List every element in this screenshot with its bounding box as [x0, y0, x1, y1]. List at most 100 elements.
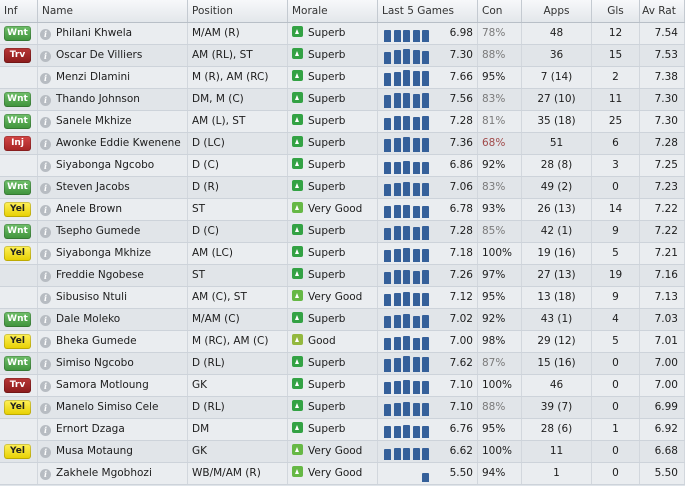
form-bar — [422, 448, 429, 460]
info-icon[interactable]: i — [40, 73, 51, 84]
status-badge[interactable]: Trv — [4, 378, 31, 393]
status-badge[interactable]: Yel — [4, 444, 31, 459]
info-icon[interactable]: i — [40, 249, 51, 260]
player-name[interactable]: Musa Motaung — [56, 445, 133, 457]
info-icon[interactable]: i — [40, 205, 51, 216]
table-row[interactable]: Yel i Anele Brown ST Very Good 6.78 93% 26 (13)… — [0, 199, 685, 221]
table-row[interactable]: Wnt i Steven Jacobs D (R) Superb 7.06 83% 49 (2… — [0, 177, 685, 199]
apps-cell: 43 (1) — [522, 309, 592, 330]
status-badge[interactable]: Wnt — [4, 356, 31, 371]
status-badge[interactable]: Wnt — [4, 180, 31, 195]
player-name[interactable]: Manelo Simiso Cele — [56, 401, 159, 413]
info-icon[interactable]: i — [40, 227, 51, 238]
info-icon[interactable]: i — [40, 161, 51, 172]
form-bar — [403, 49, 410, 64]
info-icon[interactable]: i — [40, 337, 51, 348]
player-name[interactable]: Freddie Ngobese — [56, 269, 144, 281]
status-badge[interactable]: Wnt — [4, 26, 31, 41]
player-name[interactable]: Oscar De Villiers — [56, 49, 143, 61]
player-name[interactable]: Philani Khwela — [56, 27, 133, 39]
avg-rating-cell: 7.00 — [640, 353, 685, 374]
column-header-apps[interactable]: Apps — [522, 0, 592, 22]
column-header-name[interactable]: Name — [38, 0, 188, 22]
status-badge[interactable]: Inj — [4, 136, 31, 151]
info-icon[interactable]: i — [40, 403, 51, 414]
table-row[interactable]: Wnt i Tsepho Gumede D (C) Superb 7.28 85% 42 (1… — [0, 221, 685, 243]
status-badge[interactable]: Yel — [4, 400, 31, 415]
player-name[interactable]: Siyabonga Mkhize — [56, 247, 152, 259]
status-badge[interactable]: Yel — [4, 334, 31, 349]
info-icon[interactable]: i — [40, 447, 51, 458]
column-header-position[interactable]: Position — [188, 0, 288, 22]
player-name[interactable]: Bheka Gumede — [56, 335, 137, 347]
form-bar — [393, 138, 401, 152]
info-icon[interactable]: i — [40, 293, 51, 304]
player-name[interactable]: Anele Brown — [56, 203, 122, 215]
info-icon[interactable]: i — [40, 359, 51, 370]
last5-rating: 7.06 — [449, 181, 473, 193]
info-icon[interactable]: i — [40, 95, 51, 106]
player-name[interactable]: Awonke Eddie Kwenene — [56, 137, 181, 149]
player-name[interactable]: Steven Jacobs — [56, 181, 130, 193]
player-name[interactable]: Zakhele Mgobhozi — [56, 467, 152, 479]
table-row[interactable]: Wnt i Simiso Ngcobo D (RL) Superb 7.62 87% 15 (… — [0, 353, 685, 375]
form-bar — [384, 404, 391, 416]
info-icon[interactable]: i — [40, 469, 51, 480]
table-row[interactable]: Trv i Samora Motloung GK Superb 7.10 100% 46 0 7.… — [0, 375, 685, 397]
player-name[interactable]: Samora Motloung — [56, 379, 149, 391]
info-icon[interactable]: i — [40, 117, 51, 128]
column-header-last5[interactable]: Last 5 Games — [378, 0, 478, 22]
info-icon[interactable]: i — [40, 51, 51, 62]
player-name[interactable]: Ernort Dzaga — [56, 423, 125, 435]
table-row[interactable]: i Ernort Dzaga DM Superb 6.76 95% 28 (6) 1 6.92 — [0, 419, 685, 441]
apps-cell: 39 (7) — [522, 397, 592, 418]
player-name[interactable]: Siyabonga Ngcobo — [56, 159, 155, 171]
table-row[interactable]: Trv i Oscar De Villiers AM (RL), ST Superb 7.… — [0, 45, 685, 67]
table-row[interactable]: Wnt i Philani Khwela M/AM (R) Superb 6.98 78% 4… — [0, 23, 685, 45]
status-badge[interactable]: Wnt — [4, 312, 31, 327]
player-name[interactable]: Simiso Ngcobo — [56, 357, 134, 369]
form-bars — [384, 466, 438, 482]
status-badge[interactable]: Wnt — [4, 224, 31, 239]
column-header-inf[interactable]: Inf — [0, 0, 38, 22]
table-row[interactable]: i Zakhele Mgobhozi WB/M/AM (R) Very Good 5.5… — [0, 463, 685, 485]
table-row[interactable]: i Sibusiso Ntuli AM (C), ST Very Good 7.12 95… — [0, 287, 685, 309]
player-name[interactable]: Sanele Mkhize — [56, 115, 132, 127]
table-row[interactable]: Yel i Manelo Simiso Cele D (RL) Superb 7.10 88… — [0, 397, 685, 419]
player-name[interactable]: Tsepho Gumede — [56, 225, 141, 237]
table-row[interactable]: Yel i Musa Motaung GK Very Good 6.62 100% 11 0 6.… — [0, 441, 685, 463]
info-icon[interactable]: i — [40, 425, 51, 436]
table-row[interactable]: Yel i Siyabonga Mkhize AM (LC) Superb 7.18 100… — [0, 243, 685, 265]
form-bar — [403, 205, 410, 218]
info-icon[interactable]: i — [40, 183, 51, 194]
status-badge[interactable]: Yel — [4, 246, 31, 261]
player-name[interactable]: Dale Moleko — [56, 313, 121, 325]
column-header-con[interactable]: Con — [478, 0, 522, 22]
status-badge[interactable]: Wnt — [4, 114, 31, 129]
status-badge[interactable]: Wnt — [4, 92, 31, 107]
table-row[interactable]: Wnt i Dale Moleko M/AM (C) Superb 7.02 92% 43 (… — [0, 309, 685, 331]
goals-cell: 2 — [592, 67, 640, 88]
player-name[interactable]: Sibusiso Ntuli — [56, 291, 127, 303]
info-icon[interactable]: i — [40, 315, 51, 326]
table-row[interactable]: i Freddie Ngobese ST Superb 7.26 97% 27 (13) 19… — [0, 265, 685, 287]
info-icon[interactable]: i — [40, 271, 51, 282]
table-row[interactable]: Wnt i Thando Johnson DM, M (C) Superb 7.56 83%… — [0, 89, 685, 111]
player-name[interactable]: Menzi Dlamini — [56, 71, 131, 83]
column-header-gls[interactable]: Gls — [592, 0, 640, 22]
info-icon[interactable]: i — [40, 381, 51, 392]
info-icon[interactable]: i — [40, 139, 51, 150]
table-row[interactable]: Yel i Bheka Gumede M (RC), AM (C) Good 7.00 98… — [0, 331, 685, 353]
status-badge[interactable]: Trv — [4, 48, 31, 63]
table-row[interactable]: i Siyabonga Ngcobo D (C) Superb 6.86 92% 28 (8… — [0, 155, 685, 177]
column-header-av-rat[interactable]: Av Rat — [640, 0, 685, 22]
column-header-morale[interactable]: Morale — [288, 0, 378, 22]
table-row[interactable]: Inj i Awonke Eddie Kwenene D (LC) Superb 7.36… — [0, 133, 685, 155]
avg-rating-cell: 7.54 — [640, 23, 685, 44]
table-row[interactable]: i Menzi Dlamini M (R), AM (RC) Superb 7.66 95… — [0, 67, 685, 89]
table-row[interactable]: Wnt i Sanele Mkhize AM (L), ST Superb 7.28 81%… — [0, 111, 685, 133]
player-name[interactable]: Thando Johnson — [56, 93, 140, 105]
info-icon[interactable]: i — [40, 29, 51, 40]
status-badge[interactable]: Yel — [4, 202, 31, 217]
morale-label: Superb — [308, 71, 346, 83]
